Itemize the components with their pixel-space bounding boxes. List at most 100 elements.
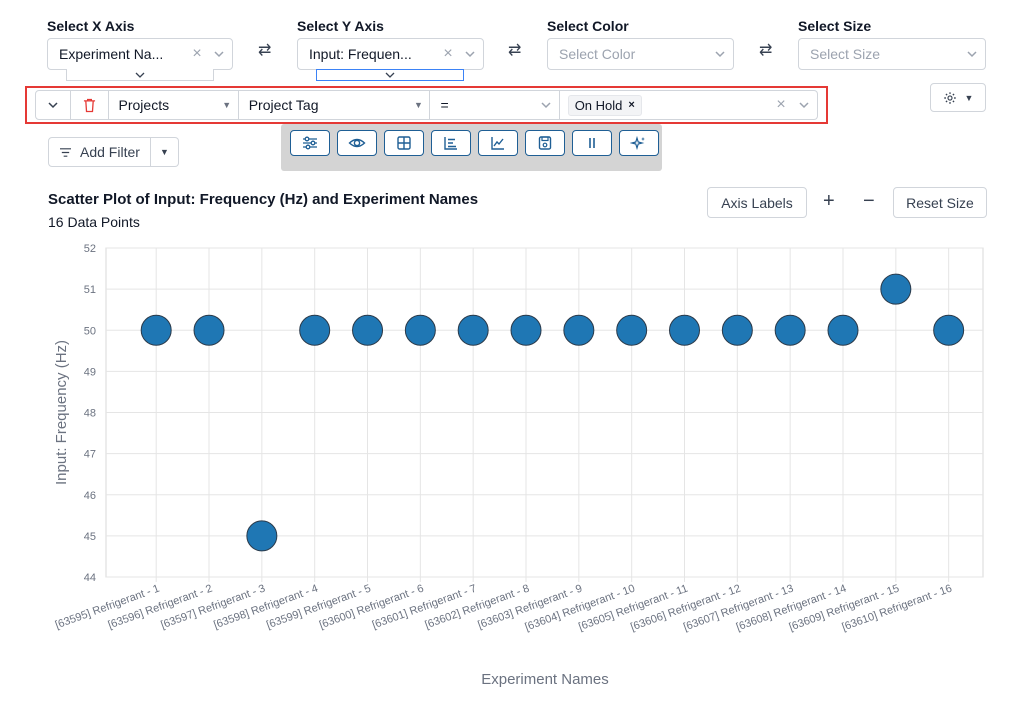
collapse-filter-button[interactable] (35, 90, 71, 120)
size-placeholder: Select Size (810, 46, 881, 62)
data-point[interactable] (933, 314, 965, 346)
chart-toolbar (281, 124, 662, 171)
axis-labels-button[interactable]: Axis Labels (707, 187, 807, 218)
x-axis-clear-icon[interactable]: × (192, 45, 202, 62)
swap-x-icon[interactable]: ⇄ (258, 42, 272, 59)
caret-down-icon: ▼ (964, 92, 974, 103)
line-chart-button[interactable] (478, 130, 518, 156)
y-axis-value: Input: Frequen... (309, 46, 412, 62)
add-filter-group: Add Filter ▼ (48, 137, 179, 167)
y-tick-label: 49 (84, 366, 96, 378)
data-point[interactable] (457, 314, 489, 346)
grid-button[interactable] (384, 130, 424, 156)
caret-down-icon: ▼ (159, 147, 169, 157)
chevron-down-icon (385, 72, 395, 78)
chevron-down-icon (48, 102, 58, 109)
x-axis-value: Experiment Na... (59, 46, 164, 62)
bar-list-button[interactable] (431, 130, 471, 156)
y-axis-clear-icon[interactable]: × (443, 45, 453, 62)
color-placeholder: Select Color (559, 46, 636, 62)
data-point[interactable] (140, 314, 172, 346)
add-filter-label: Add Filter (80, 144, 140, 160)
ai-sparkle-button[interactable] (619, 130, 659, 156)
x-axis-mini-dropdown[interactable] (66, 69, 214, 81)
chevron-down-icon (533, 99, 559, 111)
chart-title: Scatter Plot of Input: Frequency (Hz) an… (48, 191, 479, 208)
add-filter-button[interactable]: Add Filter (48, 137, 151, 167)
y-axis-select[interactable]: Input: Frequen... × (297, 38, 484, 70)
chevron-down-icon (959, 48, 985, 60)
pause-icon (589, 138, 595, 148)
data-point[interactable] (246, 520, 278, 552)
y-axis-title: Input: Frequency (Hz) (53, 340, 70, 485)
data-point[interactable] (827, 314, 859, 346)
y-tick-label: 46 (84, 490, 96, 502)
y-axis-mini-dropdown[interactable] (316, 69, 464, 81)
sliders-button[interactable] (290, 130, 330, 156)
grid-icon (397, 136, 411, 150)
data-point[interactable] (774, 314, 806, 346)
trash-icon (83, 98, 95, 112)
chart-grid (105, 247, 984, 582)
filter-operator-select[interactable]: = (430, 90, 560, 120)
data-point[interactable] (880, 273, 912, 305)
y-axis-label: Select Y Axis (297, 18, 384, 34)
data-point[interactable] (616, 314, 648, 346)
tag-remove-icon[interactable]: × (628, 99, 635, 111)
filter-operator-value: = (440, 97, 449, 113)
bar-list-icon (444, 137, 457, 150)
color-select[interactable]: Select Color (547, 38, 734, 70)
y-tick-label: 52 (84, 243, 96, 255)
data-point[interactable] (721, 314, 753, 346)
filter-tag: On Hold × (567, 94, 642, 116)
filter-field-select[interactable]: Projects ▼ (108, 90, 239, 120)
delete-filter-button[interactable] (70, 90, 109, 120)
swap-y-icon[interactable]: ⇄ (508, 42, 522, 59)
save-button[interactable] (525, 130, 565, 156)
x-tick-labels: [63595] Refrigerant - 1[63596] Refrigera… (54, 583, 954, 634)
data-point[interactable] (563, 314, 595, 346)
gear-icon (943, 91, 956, 104)
y-tick-label: 48 (84, 408, 96, 420)
chevron-down-icon (135, 72, 145, 78)
pause-button[interactable] (572, 130, 612, 156)
color-label: Select Color (547, 18, 629, 34)
size-select[interactable]: Select Size (798, 38, 986, 70)
reset-size-button[interactable]: Reset Size (893, 187, 987, 218)
filter-value-select[interactable]: On Hold × × (559, 90, 818, 120)
swap-color-icon[interactable]: ⇄ (759, 42, 773, 59)
scatter-chart: 44 45 46 47 48 49 50 51 52 [63595] Refrigerant -… (53, 243, 984, 688)
visibility-button[interactable] (337, 130, 377, 156)
filter-attribute-value: Project Tag (248, 97, 319, 113)
sliders-icon (303, 136, 317, 150)
settings-button[interactable]: ▼ (930, 83, 986, 112)
size-selector: Select Size Select Size (798, 18, 986, 70)
data-point[interactable] (669, 314, 701, 346)
data-point[interactable] (404, 314, 436, 346)
save-icon (538, 136, 552, 150)
filter-attribute-select[interactable]: Project Tag ▼ (238, 90, 431, 120)
filter-tag-label: On Hold (574, 97, 623, 113)
y-axis-selector: Select Y Axis Input: Frequen... × (297, 18, 484, 70)
data-point[interactable] (352, 314, 384, 346)
data-point[interactable] (193, 314, 225, 346)
data-point[interactable] (510, 314, 542, 346)
size-label: Select Size (798, 18, 872, 34)
zoom-in-button[interactable]: + (823, 190, 835, 212)
y-tick-label: 47 (84, 449, 96, 461)
sparkle-icon (630, 135, 645, 151)
y-tick-label: 44 (84, 572, 96, 584)
filter-clear-icon[interactable]: × (776, 96, 786, 113)
x-axis-title: Experiment Names (481, 671, 609, 688)
add-filter-dropdown[interactable]: ▼ (150, 137, 179, 167)
filter-field-value: Projects (118, 97, 170, 113)
chevron-down-icon (457, 48, 483, 60)
data-point[interactable] (299, 314, 331, 346)
x-axis-select[interactable]: Experiment Na... × (47, 38, 233, 70)
y-tick-labels: 44 45 46 47 48 49 50 51 52 (84, 243, 96, 584)
y-tick-label: 51 (84, 284, 96, 296)
filter-lines-icon (60, 147, 71, 157)
chevron-down-icon (707, 48, 733, 60)
zoom-out-button[interactable]: − (863, 190, 875, 212)
chart-subtitle: 16 Data Points (48, 214, 140, 230)
